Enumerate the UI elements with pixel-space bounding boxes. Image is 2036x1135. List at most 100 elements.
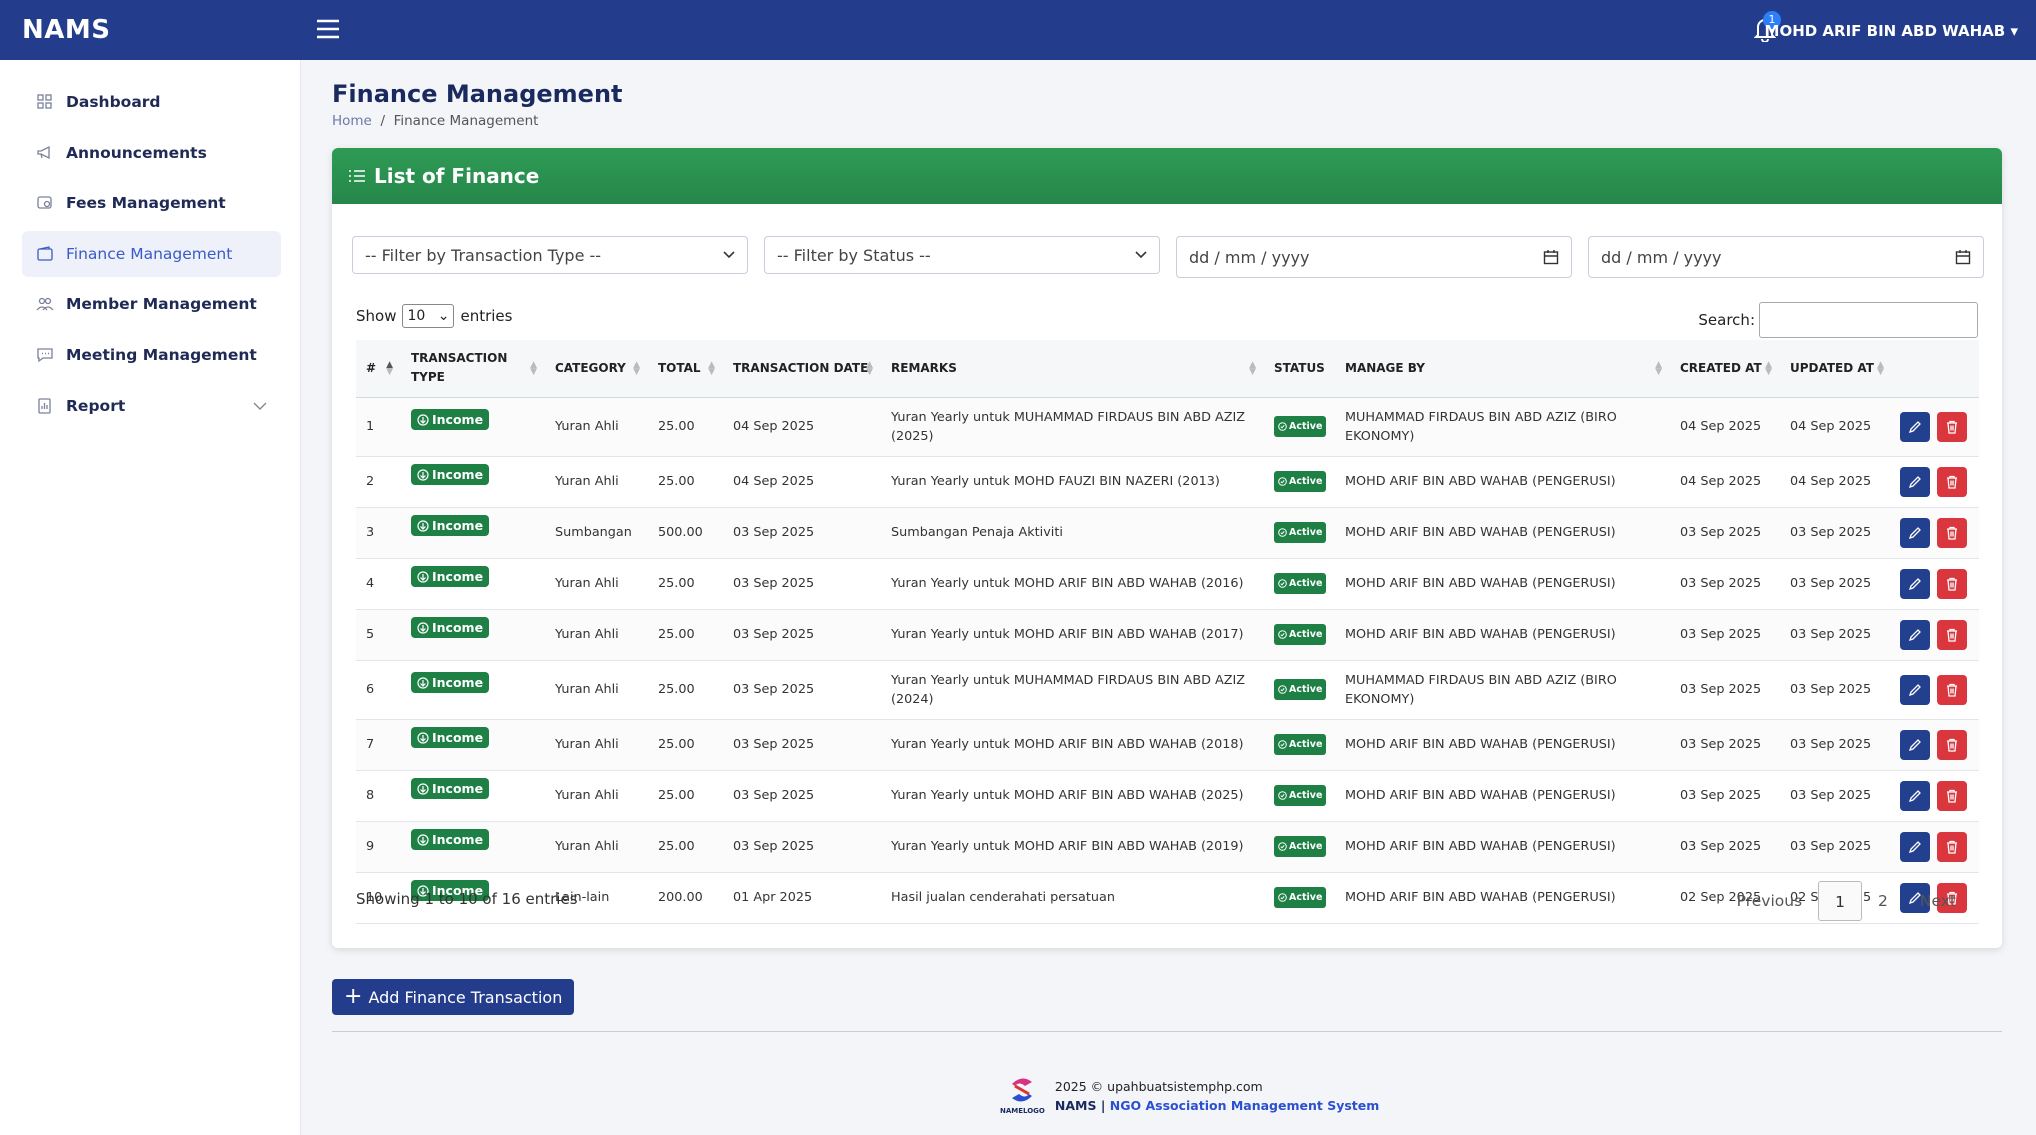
cell-text: Yuran Ahli (555, 576, 619, 591)
page-button[interactable]: 2 (1878, 892, 1888, 910)
table-cell: 03 Sep 2025 (1670, 660, 1780, 720)
table-cell: 03 Sep 2025 (723, 660, 881, 720)
edit-button[interactable] (1900, 568, 1930, 599)
status-badge: Active (1274, 836, 1327, 857)
sidebar-item[interactable]: Meeting Management (22, 332, 281, 378)
table-cell: 25.00 (648, 456, 723, 508)
edit-button[interactable] (1900, 619, 1930, 650)
type-badge: Income (411, 464, 490, 486)
card-header: List of Finance (332, 148, 2002, 204)
delete-button[interactable] (1937, 411, 1967, 442)
navbar: NAMS 1 MOHD ARIF BIN ABD WAHAB ▾ (0, 0, 2036, 60)
column-header[interactable]: REMARKS ▲ ▼ (881, 340, 1264, 398)
table-row: 6 Income Yuran Ahli 25.00 03 Sep 2025 Yuran Y… (356, 660, 1979, 720)
column-header[interactable]: CREATED AT ▲ ▼ (1670, 340, 1780, 398)
actions-cell (1892, 507, 1979, 559)
delete-button[interactable] (1937, 729, 1967, 760)
status-badge: Active (1274, 573, 1327, 594)
edit-button[interactable] (1900, 882, 1930, 913)
table-cell: Active (1264, 507, 1335, 559)
system-link[interactable]: NGO Association Management System (1109, 1097, 1380, 1113)
column-label: TOTAL (658, 360, 701, 375)
delete-button[interactable] (1937, 568, 1967, 599)
edit-button[interactable] (1900, 466, 1930, 497)
page-button[interactable]: Next (1919, 892, 1956, 910)
page-button[interactable]: Previous (1736, 892, 1803, 910)
table-cell: Income (401, 397, 545, 457)
column-header[interactable]: CATEGORY ▲ ▼ (545, 340, 648, 398)
page-size-select[interactable]: 10 ⌄ (402, 304, 455, 328)
menu-toggle[interactable] (316, 18, 340, 40)
column-label: MANAGE BY (1345, 360, 1425, 375)
column-header[interactable]: MANAGE BY ▲ ▼ (1335, 340, 1670, 398)
brand[interactable]: NAMS (22, 15, 111, 45)
icon (1947, 789, 1957, 803)
cell-text: MOHD ARIF BIN ABD WAHAB (PENGERUSI) (1345, 839, 1616, 854)
cell-text: Sumbangan Penaja Aktiviti (891, 525, 1063, 540)
table-cell: Yuran Yearly untuk MUHAMMAD FIRDAUS BIN … (881, 660, 1264, 720)
delete-button[interactable] (1937, 674, 1967, 705)
table-cell: MOHD ARIF BIN ABD WAHAB (PENGERUSI) (1335, 770, 1670, 822)
table-cell: 1 (356, 397, 401, 457)
search-input[interactable] (1759, 302, 1978, 338)
table-row: 3 Income Sumbangan 500.00 03 Sep 2025 Sumbang… (356, 507, 1979, 559)
sidebar-item[interactable]: Announcements (22, 130, 281, 176)
edit-button[interactable] (1900, 780, 1930, 811)
table-cell: 9 (356, 821, 401, 873)
cell-text: 25.00 (658, 682, 695, 697)
table-cell: Income (401, 821, 545, 873)
sidebar-item[interactable]: Report (22, 383, 281, 429)
edit-button[interactable] (1900, 674, 1930, 705)
sidebar-item[interactable]: Finance Management (22, 230, 281, 277)
page-button[interactable]: 1 (1818, 881, 1863, 921)
column-header[interactable]: TRANSACTION TYPE ▲ ▼ (401, 340, 545, 398)
sidebar-item[interactable]: Member Management (22, 281, 281, 327)
sidebar-item[interactable]: Dashboard (22, 79, 281, 125)
cell-text: 03 Sep 2025 (733, 627, 815, 642)
cell-text: 03 Sep 2025 (1790, 525, 1872, 540)
breadcrumb-link[interactable]: Home (332, 113, 372, 129)
cell-text: 25.00 (658, 576, 695, 591)
table-cell: Income (401, 507, 545, 559)
cell-text: Yuran Yearly untuk MOHD ARIF BIN ABD WAH… (891, 737, 1244, 752)
table-cell: 5 (356, 609, 401, 661)
table-cell: Lain-lain (545, 872, 648, 924)
date-to[interactable]: dd / mm / yyyy (1588, 236, 1984, 278)
table-cell: 03 Sep 2025 (1780, 558, 1892, 610)
column-header[interactable]: UPDATED AT ▲ ▼ (1780, 340, 1892, 398)
delete-button[interactable] (1937, 517, 1967, 548)
delete-button[interactable] (1937, 780, 1967, 811)
edit-button[interactable] (1900, 831, 1930, 862)
column-header[interactable]: # ▲ ▼ (356, 340, 401, 398)
edit-button[interactable] (1900, 411, 1930, 442)
type-filter[interactable]: -- Filter by Transaction Type -- (352, 236, 748, 274)
edit-button[interactable] (1900, 729, 1930, 760)
type-label: Income (432, 412, 484, 428)
table-cell: Active (1264, 821, 1335, 873)
edit-button[interactable] (1900, 517, 1930, 548)
add-transaction-button[interactable]: + Add Finance Transaction (332, 979, 575, 1015)
sidebar-item[interactable]: Fees Management (22, 180, 281, 226)
cell-text: Yuran Yearly untuk MOHD ARIF BIN ABD WAH… (891, 627, 1244, 642)
cell-text: 03 Sep 2025 (1680, 737, 1762, 752)
sidebar-label: Meeting Management (66, 346, 257, 364)
column-header[interactable]: TOTAL ▲ ▼ (648, 340, 723, 398)
status-label: Active (1289, 476, 1323, 487)
delete-button[interactable] (1937, 831, 1967, 862)
icon (1947, 840, 1957, 854)
user-menu[interactable]: MOHD ARIF BIN ABD WAHAB ▾ (1764, 22, 2018, 40)
column-header[interactable]: TRANSACTION DATE ▲ ▼ (723, 340, 881, 398)
delete-button[interactable] (1937, 882, 1967, 913)
icon (1908, 891, 1921, 904)
table-cell: Sumbangan Penaja Aktiviti (881, 507, 1264, 559)
delete-button[interactable] (1937, 466, 1967, 497)
delete-button[interactable] (1937, 619, 1967, 650)
status-filter[interactable]: -- Filter by Status -- (764, 236, 1160, 274)
icon (36, 298, 54, 311)
column-header[interactable]: STATUS (1264, 340, 1335, 398)
cell-text: Yuran Yearly untuk MOHD ARIF BIN ABD WAH… (891, 839, 1244, 854)
table-cell: 04 Sep 2025 (723, 397, 881, 457)
column-label: STATUS (1274, 360, 1325, 375)
date-from[interactable]: dd / mm / yyyy (1176, 236, 1572, 278)
table-cell: Hasil jualan cenderahati persatuan (881, 872, 1264, 924)
